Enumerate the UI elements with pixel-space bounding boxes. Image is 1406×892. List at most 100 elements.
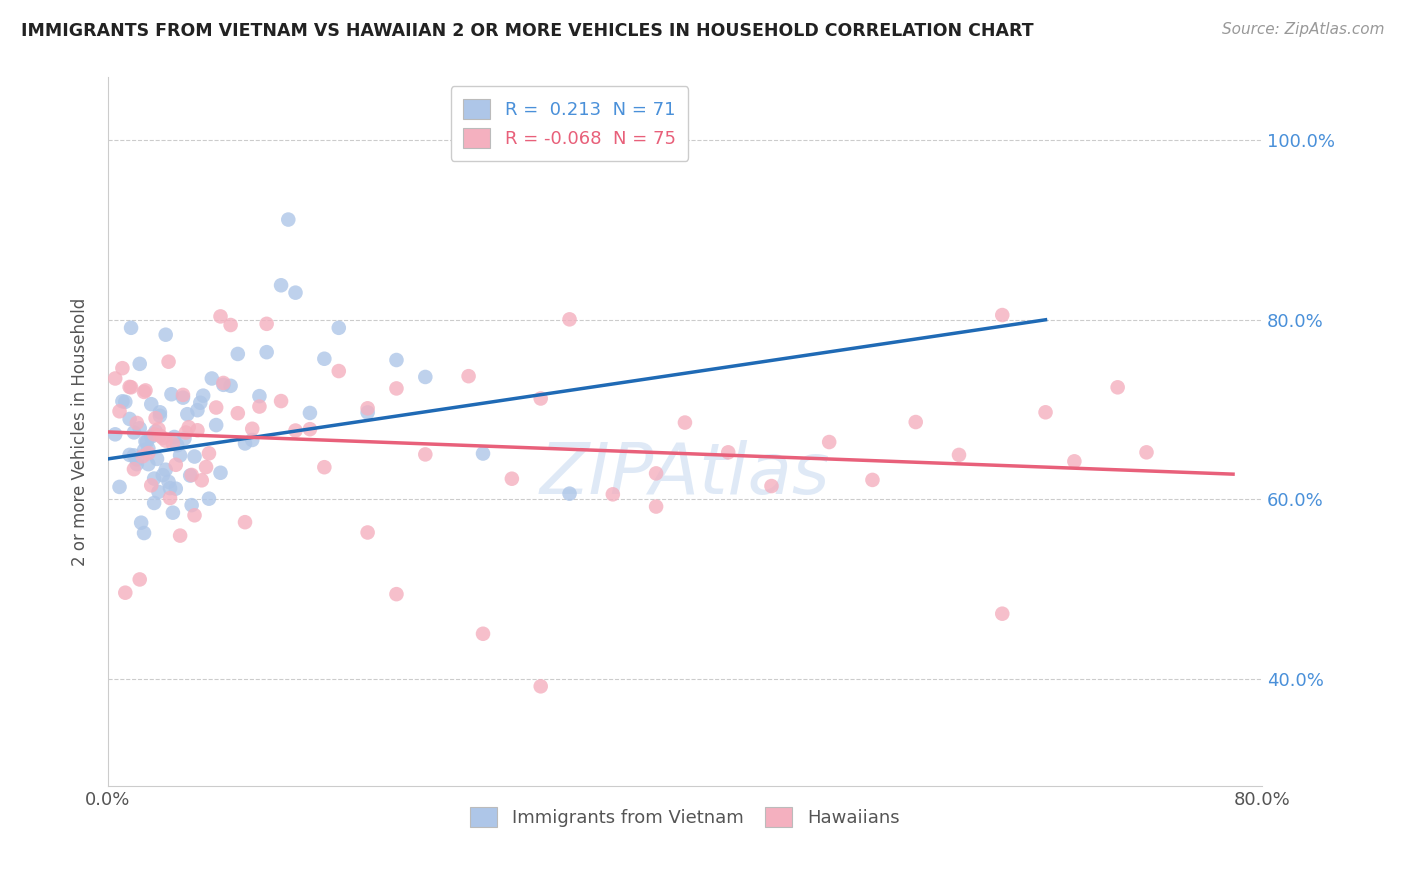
Point [120, 380, 142, 394]
Point [991, 308, 1014, 322]
Point [188, 395, 211, 409]
Point [134, 384, 156, 398]
Point [818, 435, 841, 450]
Point [201, 371, 224, 385]
Legend: Immigrants from Vietnam, Hawaiians: Immigrants from Vietnam, Hawaiians [463, 800, 907, 834]
Point [128, 573, 150, 587]
Point [152, 468, 174, 483]
Point [132, 384, 155, 399]
Point [145, 425, 167, 439]
Point [314, 351, 336, 366]
Y-axis label: 2 or more Vehicles in Household: 2 or more Vehicles in Household [72, 298, 89, 566]
Point [131, 450, 153, 464]
Point [149, 428, 172, 442]
Point [157, 355, 180, 369]
Point [122, 449, 145, 463]
Point [558, 486, 581, 500]
Point [174, 425, 197, 440]
Point [114, 585, 136, 599]
Point [104, 371, 127, 385]
Point [165, 458, 187, 472]
Point [149, 405, 172, 419]
Point [155, 463, 177, 477]
Point [132, 526, 155, 541]
Point [157, 475, 180, 489]
Point [141, 478, 163, 492]
Point [314, 460, 336, 475]
Point [183, 508, 205, 523]
Point [385, 587, 408, 601]
Point [249, 389, 271, 403]
Point [173, 432, 195, 446]
Point [193, 389, 215, 403]
Point [125, 416, 148, 430]
Point [233, 515, 256, 529]
Point [904, 415, 927, 429]
Point [111, 361, 134, 376]
Point [125, 452, 148, 467]
Point [413, 370, 436, 384]
Point [169, 528, 191, 542]
Point [165, 482, 187, 496]
Point [209, 466, 232, 480]
Point [108, 404, 131, 418]
Point [108, 480, 131, 494]
Point [328, 321, 350, 335]
Point [385, 353, 408, 368]
Point [558, 312, 581, 326]
Point [219, 318, 242, 332]
Point [862, 473, 884, 487]
Point [143, 472, 166, 486]
Point [163, 430, 186, 444]
Point [104, 427, 127, 442]
Point [717, 445, 740, 459]
Point [162, 506, 184, 520]
Point [284, 285, 307, 300]
Text: Source: ZipAtlas.com: Source: ZipAtlas.com [1222, 22, 1385, 37]
Point [155, 327, 177, 342]
Point [141, 429, 163, 443]
Point [761, 479, 783, 493]
Point [180, 467, 202, 482]
Point [1035, 405, 1057, 419]
Point [159, 481, 181, 495]
Point [138, 442, 160, 456]
Point [256, 345, 278, 359]
Point [256, 317, 278, 331]
Point [385, 381, 408, 395]
Point [176, 407, 198, 421]
Point [138, 446, 160, 460]
Point [530, 679, 553, 693]
Point [212, 377, 235, 392]
Point [114, 395, 136, 409]
Point [1107, 380, 1129, 394]
Point [298, 406, 321, 420]
Point [226, 406, 249, 420]
Point [1135, 445, 1157, 459]
Point [198, 446, 221, 460]
Point [270, 394, 292, 409]
Point [190, 473, 212, 487]
Point [143, 496, 166, 510]
Point [118, 448, 141, 462]
Point [356, 525, 378, 540]
Point [143, 427, 166, 442]
Point [148, 484, 170, 499]
Point [209, 310, 232, 324]
Point [249, 400, 271, 414]
Point [169, 449, 191, 463]
Point [240, 422, 263, 436]
Point [205, 418, 228, 433]
Point [129, 516, 152, 530]
Point [125, 457, 148, 471]
Point [356, 401, 378, 416]
Point [501, 472, 523, 486]
Point [226, 347, 249, 361]
Point [159, 491, 181, 505]
Point [186, 423, 208, 437]
Point [134, 434, 156, 449]
Point [948, 448, 970, 462]
Point [602, 487, 624, 501]
Point [118, 380, 141, 394]
Point [270, 278, 292, 293]
